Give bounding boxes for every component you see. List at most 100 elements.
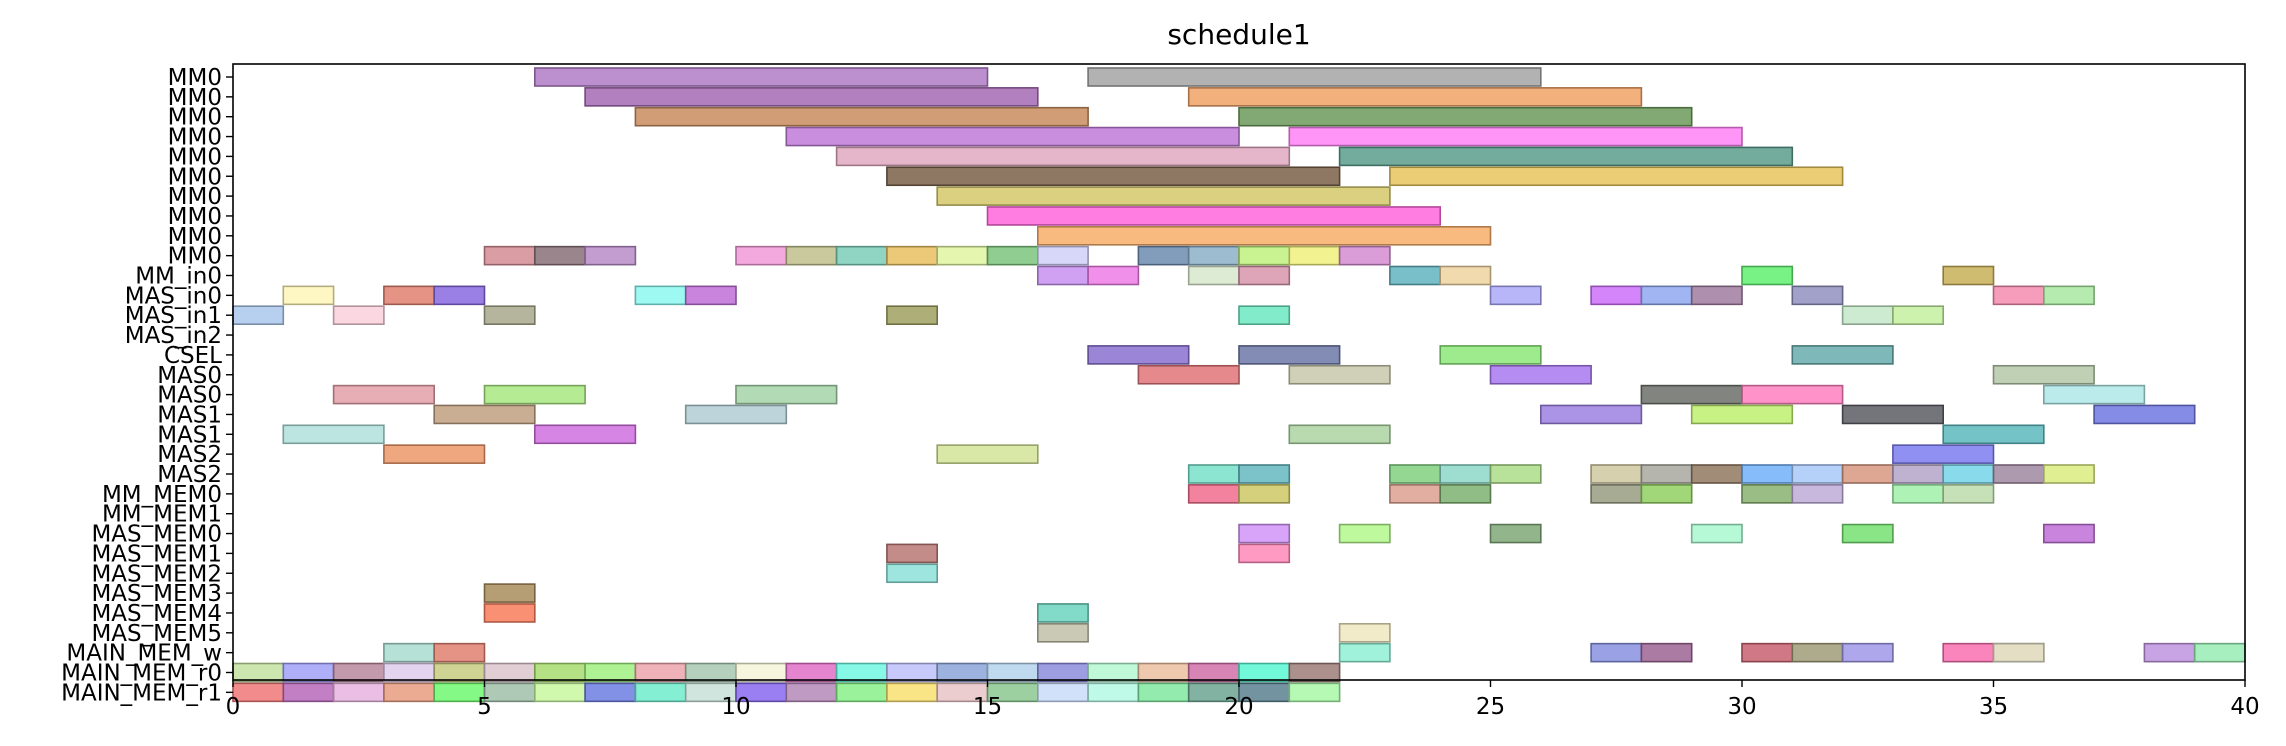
task-bar [835,245,888,266]
task-bar [835,662,888,683]
task-bar [2143,642,2196,663]
task-bar [1288,424,1391,445]
task-bar [383,285,435,306]
task-bar [383,662,435,683]
task-bar [1187,87,1643,107]
x-tick-label: 40 [2230,694,2259,720]
task-bar [986,245,1039,266]
task-bar [835,146,1291,167]
task-bar [1087,265,1140,286]
task-bar [735,662,788,683]
task-bar [1238,265,1291,286]
task-bars [232,67,2246,703]
task-bar [1892,484,1945,504]
task-bar [1238,523,1291,544]
task-bar [1640,464,1693,484]
task-bar [1288,364,1391,385]
task-bar [483,662,536,683]
y-tick-label: MAS_MEM3 [91,581,222,607]
task-bar [1087,662,1140,683]
y-tick-label: MM0 [168,164,222,190]
y-tick-label: CSEL [164,343,222,369]
task-bar [1238,245,1291,266]
task-bar [785,662,838,683]
task-bar [1590,484,1643,504]
y-tick-label: MAS_MEM4 [91,601,222,627]
task-bar [1238,345,1341,365]
task-bar [1992,285,2045,306]
x-tick-label: 35 [1979,694,2008,720]
task-bar [2043,523,2095,544]
task-bar [886,682,939,703]
task-bar [282,285,335,306]
task-bar [1690,464,1743,484]
y-tick-label: MM0 [168,85,222,111]
task-bar [1741,484,1794,504]
task-bar [383,444,486,464]
task-bar [1338,622,1391,643]
y-tick-label: MAS_in1 [125,303,222,329]
task-bar [986,662,1039,683]
task-bar [1187,245,1240,266]
x-tick-label: 25 [1476,694,1505,720]
task-bar [332,305,385,326]
task-bar [533,67,989,87]
task-bar [1187,662,1240,683]
task-bar [1238,305,1291,326]
x-tick-label: 0 [226,694,241,720]
y-tick-label: MM0 [168,224,222,250]
task-bar [886,245,939,266]
task-bar [1791,464,1844,484]
task-bar [383,682,435,703]
task-bar [1137,682,1190,703]
task-bar [2193,642,2246,663]
task-bar [936,444,1039,464]
task-bar [232,305,285,326]
task-bar [1389,166,1844,187]
y-tick-label: MM0 [168,184,222,210]
task-bar [986,206,1442,226]
y-tick-label: MAIN_MEM_w [66,641,222,667]
task-bar [1037,603,1089,623]
task-bar [584,662,637,683]
task-bar [1037,226,1492,246]
task-bar [1590,285,1643,306]
task-bar [1338,523,1391,544]
task-bar [1037,662,1089,683]
y-tick-label: MM0 [168,144,222,170]
task-bar [1841,642,1894,663]
task-bar [1690,285,1743,306]
task-bar [1489,464,1542,484]
task-bar [1942,642,1995,663]
task-bar [1187,484,1240,504]
y-axis: MM0MM0MM0MM0MM0MM0MM0MM0MM0MM0MM_in0MAS_… [61,65,233,706]
task-bar [1137,245,1190,266]
y-tick-label: MAS_MEM5 [91,621,222,647]
task-bar [886,662,939,683]
task-bar [1389,464,1442,484]
task-bar [1338,146,1794,167]
task-bar [634,662,687,683]
task-bar [282,424,385,445]
y-tick-label: MM0 [168,105,222,131]
task-bar [684,404,788,425]
task-bar [1439,345,1542,365]
task-bar [1640,384,1743,405]
task-bar [1137,364,1240,385]
task-bar [1338,245,1391,266]
task-bar [1288,662,1341,683]
task-bar [1489,523,1542,544]
task-bar [1841,305,1894,326]
task-bar [634,106,1089,127]
x-tick-label: 10 [721,694,750,720]
y-tick-label: MAS_in2 [125,323,222,349]
task-bar [1841,404,1944,425]
x-axis: 0 5 10 15 20 25 30 35 40 [226,680,2260,720]
task-bar [1389,484,1442,504]
task-bar [282,662,335,683]
task-bar [1087,67,1542,87]
task-bar [1540,404,1643,425]
task-bar [332,662,385,683]
task-bar [1892,444,1995,464]
